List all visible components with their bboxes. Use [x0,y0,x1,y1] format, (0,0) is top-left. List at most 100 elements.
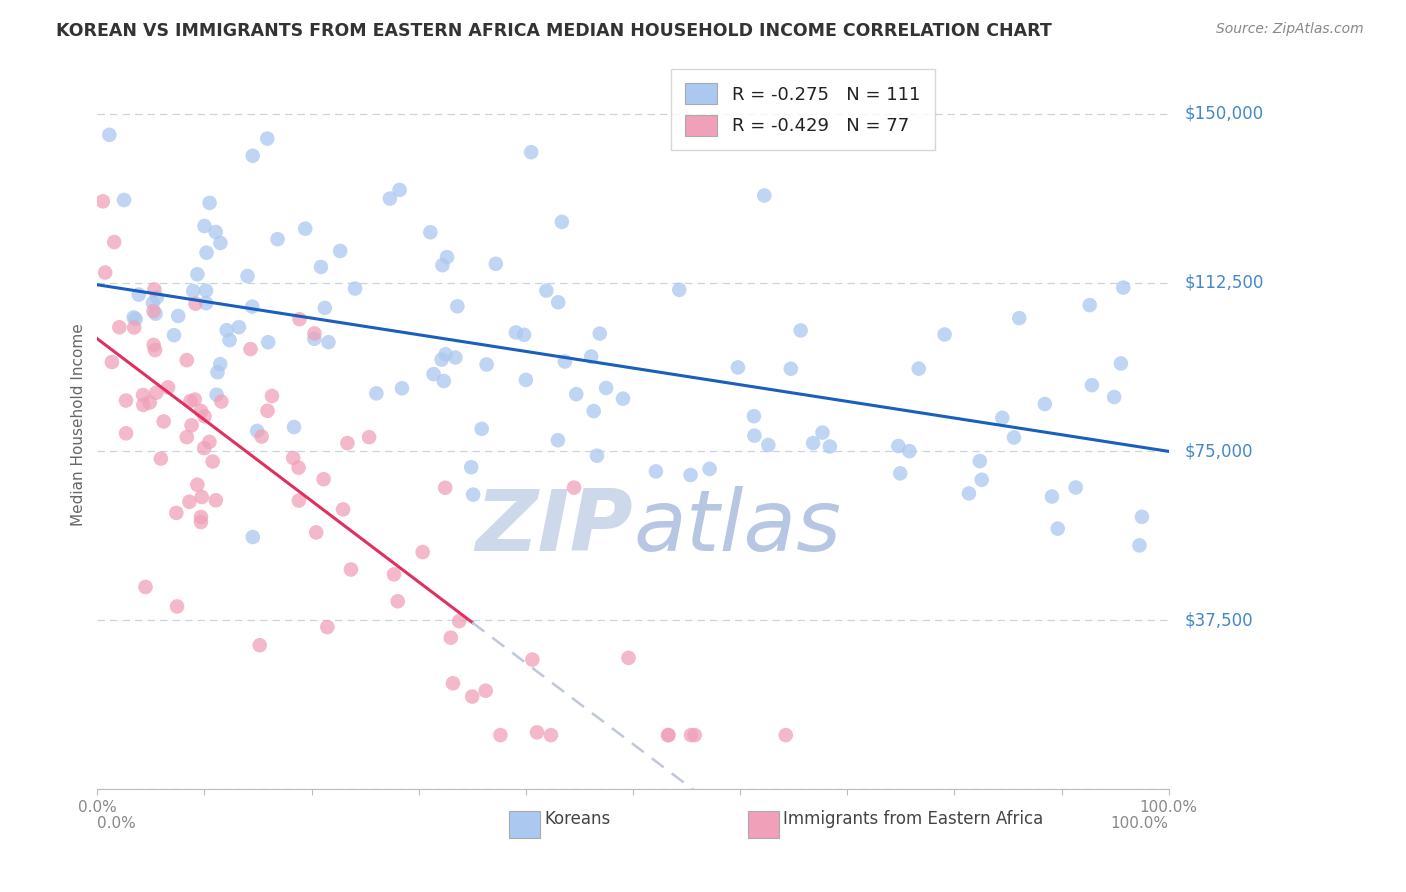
Point [242,149,264,163]
Point [526,725,548,739]
Point [165,506,187,520]
Point [756,438,779,452]
Point [565,387,588,401]
Point [562,481,585,495]
Point [754,188,776,202]
Point [179,394,201,409]
Point [811,425,834,440]
Point [957,486,980,500]
Text: 100.0%: 100.0% [1111,815,1168,830]
Point [166,599,188,614]
Point [422,367,444,381]
Point [657,728,679,742]
Point [190,404,212,418]
Point [433,374,456,388]
Point [184,392,207,407]
Point [112,193,135,207]
Point [699,462,721,476]
Point [179,495,201,509]
Point [934,327,956,342]
Point [359,430,381,444]
Point [146,290,169,304]
Point [1046,522,1069,536]
Point [181,284,204,298]
Point [1128,538,1150,552]
Point [143,343,166,357]
Point [344,282,367,296]
Point [1078,298,1101,312]
Point [419,225,441,239]
Point [449,614,471,628]
Point [540,728,562,742]
Point [143,283,166,297]
Point [1040,490,1063,504]
Point [340,562,363,576]
Point [505,326,527,340]
Point [391,381,413,395]
Text: ZIP: ZIP [475,486,633,569]
Point [463,487,485,501]
Point [907,361,929,376]
Text: $37,500: $37,500 [1185,611,1253,629]
Point [554,354,576,368]
Point [132,388,155,402]
Point [266,232,288,246]
Text: 0.0%: 0.0% [97,815,136,830]
Point [513,327,536,342]
Point [128,287,150,301]
Point [204,225,226,239]
Point [122,320,145,334]
Point [205,387,228,401]
Point [657,728,679,742]
Point [430,352,453,367]
Point [204,493,226,508]
Point [287,460,309,475]
Point [387,594,409,608]
Point [547,434,569,448]
Point [318,335,340,350]
Point [329,244,352,258]
Point [727,360,749,375]
Point [444,351,467,365]
Point [240,300,263,314]
Point [489,728,512,742]
Point [201,454,224,468]
Point [432,258,454,272]
Point [589,326,612,341]
Point [679,728,702,742]
Point [991,410,1014,425]
Point [186,268,208,282]
Point [209,357,232,371]
Point [801,436,824,450]
Point [156,380,179,394]
Point [218,333,240,347]
Point [304,332,326,346]
Point [195,296,218,310]
Point [94,266,117,280]
Point [522,652,544,666]
Point [163,328,186,343]
Point [250,429,273,443]
Point [257,335,280,350]
Point [1008,311,1031,326]
Point [818,440,841,454]
Point [441,676,464,690]
Point [520,145,543,160]
Point [536,284,558,298]
Point [193,441,215,455]
Point [256,131,278,145]
Point [167,309,190,323]
Point [132,398,155,412]
Point [142,295,165,310]
Point [316,620,339,634]
Point [256,404,278,418]
Point [969,454,991,468]
Point [434,481,457,495]
Point [193,219,215,233]
Point [970,473,993,487]
Point [115,426,138,441]
Point [485,257,508,271]
Point [332,502,354,516]
Point [889,467,911,481]
Point [1130,509,1153,524]
